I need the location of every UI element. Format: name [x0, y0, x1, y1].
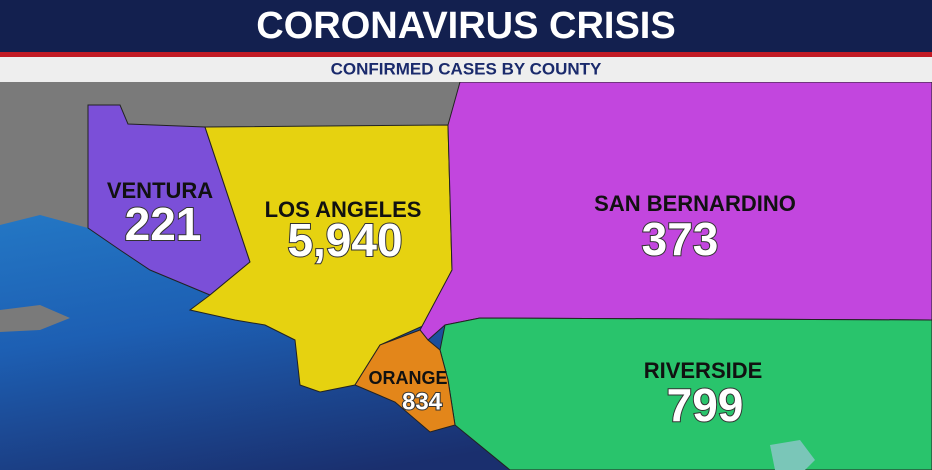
lake — [770, 440, 815, 470]
header-stripe — [0, 52, 932, 57]
subtitle-bar — [0, 57, 932, 82]
county-name: RIVERSIDE — [644, 358, 763, 383]
county-name: VENTURA — [107, 178, 213, 203]
case-count: 799 — [667, 379, 744, 431]
land-north — [0, 82, 460, 228]
san-bernardino-county — [419, 81, 932, 341]
case-count: 373 — [642, 213, 719, 265]
case-count: 5,940 — [287, 214, 402, 266]
case-count: 834 — [402, 388, 443, 415]
header-bar — [0, 0, 932, 52]
orange-county — [354, 329, 456, 433]
county-name: SAN BERNARDINO — [594, 191, 796, 216]
county-name: ORANGE — [368, 368, 447, 388]
case-count: 221 — [125, 198, 202, 250]
title: CORONAVIRUS CRISIS — [256, 5, 675, 47]
island — [0, 305, 70, 332]
county-name: LOS ANGELES — [265, 197, 422, 222]
subtitle: CONFIRMED CASES BY COUNTY — [331, 59, 602, 78]
